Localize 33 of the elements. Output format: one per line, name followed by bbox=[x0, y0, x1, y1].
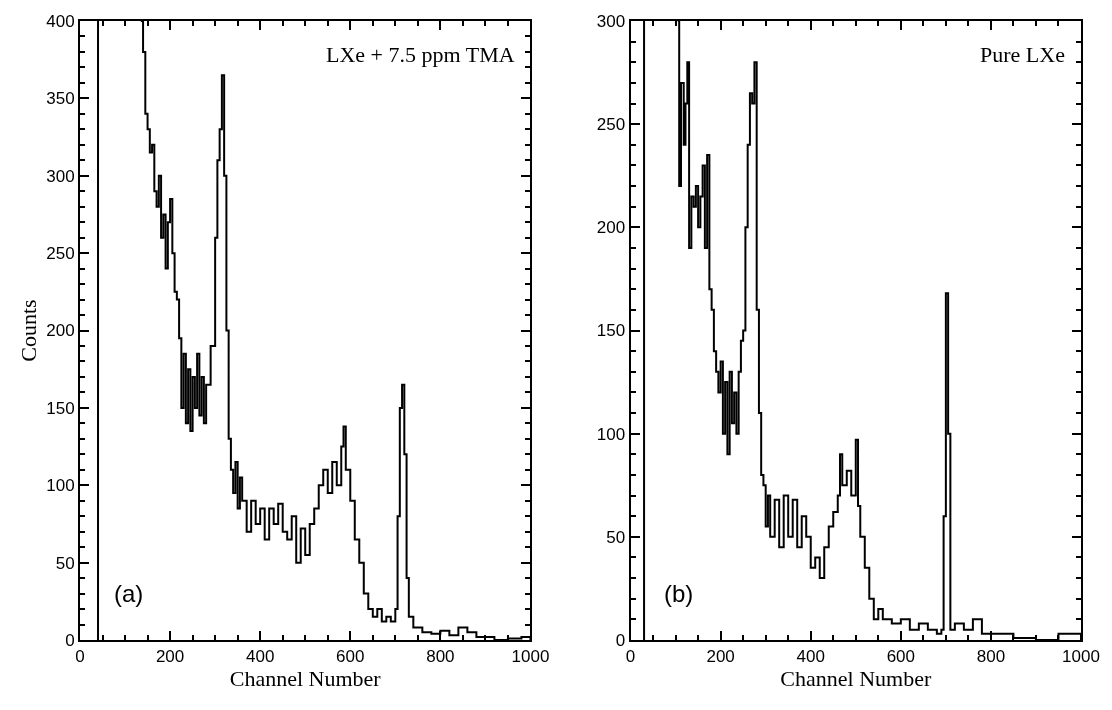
y-tick-label: 150 bbox=[596, 321, 626, 341]
annotation: LXe + 7.5 ppm TMA bbox=[326, 42, 515, 67]
y-tick-label: 250 bbox=[596, 115, 626, 135]
y-tick-label: 300 bbox=[596, 11, 626, 31]
y-tick-label: 200 bbox=[46, 321, 75, 341]
y-tick-label: 0 bbox=[65, 630, 75, 650]
y-tick-label: 350 bbox=[46, 89, 75, 109]
x-tick-label: 400 bbox=[796, 647, 825, 667]
x-axis-title: Channel Number bbox=[780, 666, 932, 692]
x-tick-label: 400 bbox=[245, 647, 275, 667]
y-tick-label: 50 bbox=[55, 553, 75, 573]
x-tick-label: 800 bbox=[426, 647, 455, 667]
annotation: Pure LXe bbox=[980, 42, 1065, 67]
y-tick-label: 200 bbox=[596, 218, 626, 238]
x-tick-label: 800 bbox=[976, 647, 1006, 667]
x-tick-label: 1000 bbox=[1062, 647, 1100, 667]
y-tick-label: 300 bbox=[46, 166, 75, 186]
y-tick-label: 100 bbox=[596, 424, 626, 444]
y-tick-label: 150 bbox=[46, 398, 75, 418]
x-axis-title: Channel Number bbox=[229, 666, 382, 692]
x-tick-label: 600 bbox=[886, 647, 916, 667]
x-tick-label: 200 bbox=[155, 647, 185, 667]
annotation: (a) bbox=[114, 580, 144, 607]
y-tick-label: 400 bbox=[46, 11, 75, 31]
annotation: (b) bbox=[664, 580, 694, 607]
x-tick-label: 600 bbox=[336, 647, 365, 667]
y-tick-label: 250 bbox=[46, 244, 75, 264]
x-tick-label: 1000 bbox=[511, 647, 550, 667]
y-tick-label: 100 bbox=[46, 476, 75, 496]
y-tick-label: 50 bbox=[606, 527, 626, 547]
y-tick-label: 0 bbox=[615, 630, 626, 650]
x-tick-label: 200 bbox=[706, 647, 735, 667]
y-axis-title: Counts bbox=[15, 299, 41, 362]
